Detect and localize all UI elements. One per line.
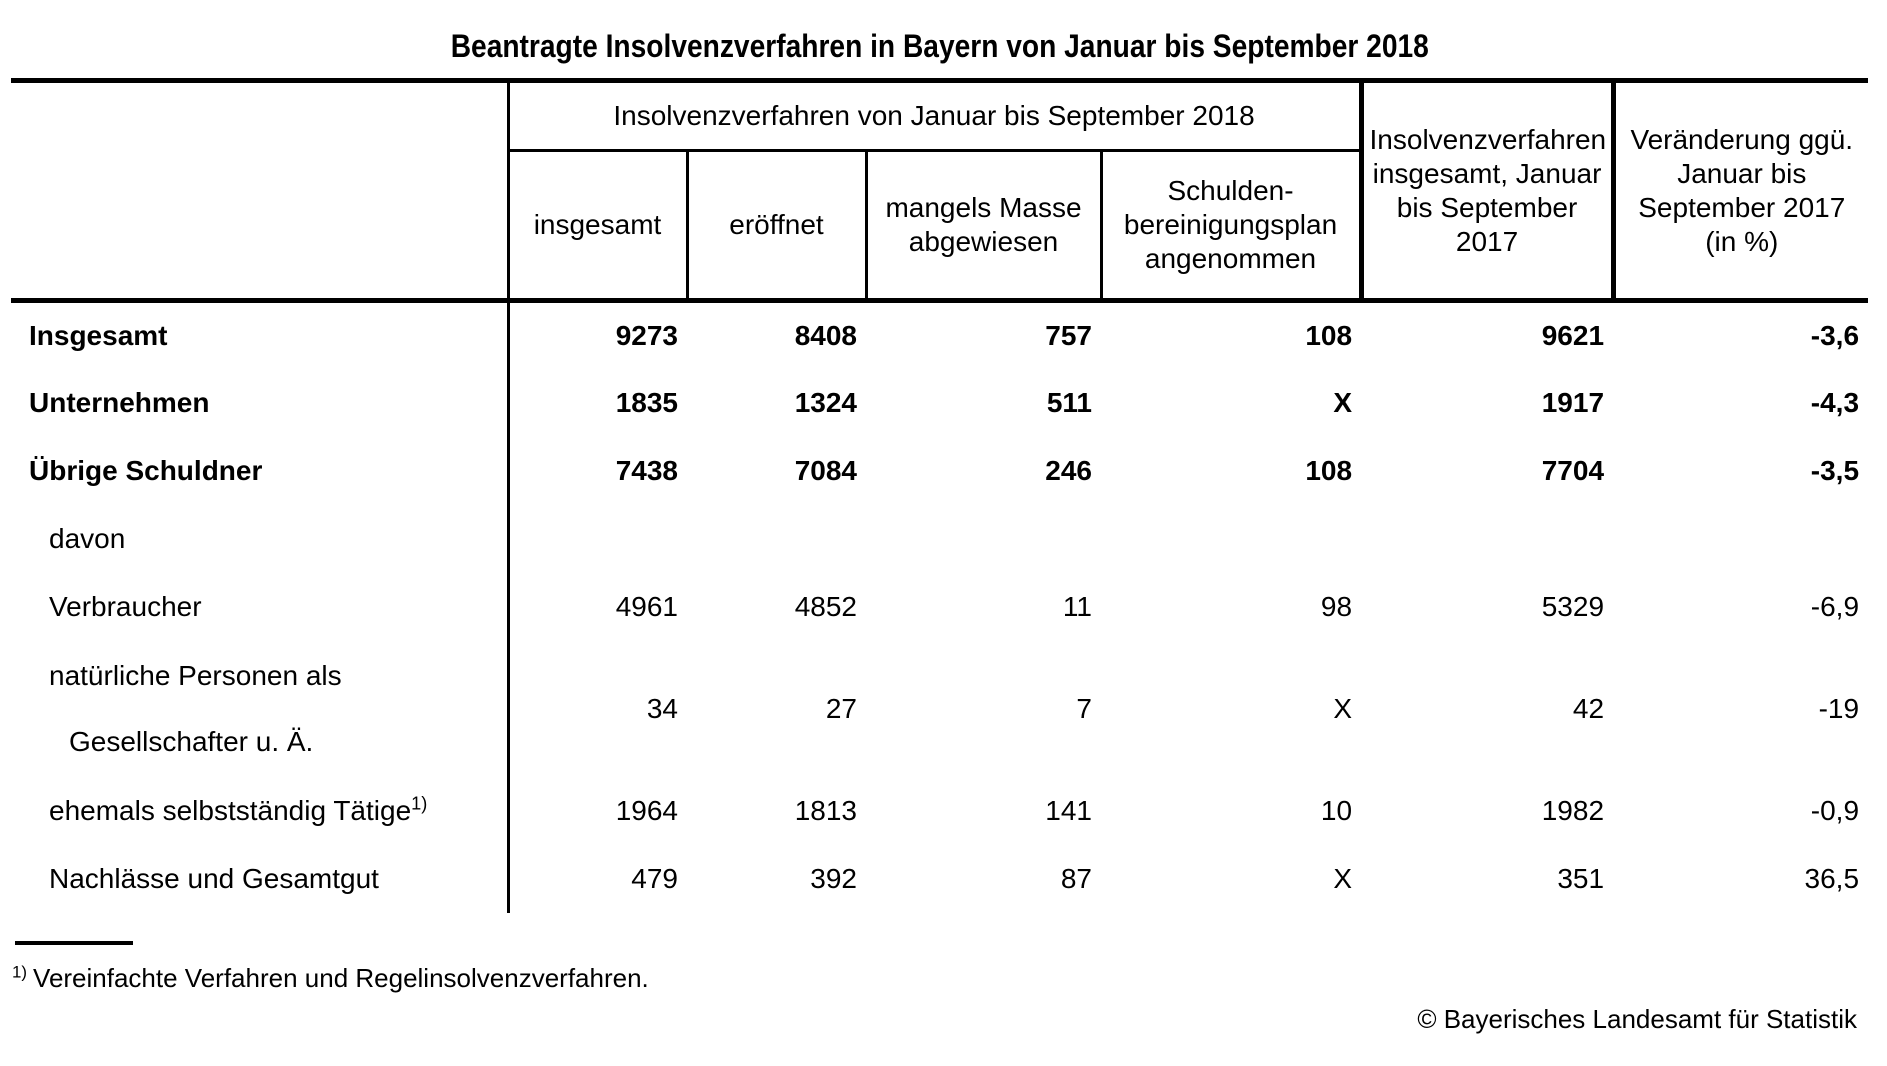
cell-value: 757	[1045, 319, 1092, 351]
row-label: Nachlässe und Gesamtgut	[11, 844, 510, 913]
page-title-text: Beantragte Insolvenzverfahren in Bayern …	[450, 28, 1429, 64]
header-row-group: Insolvenzverfahren von Januar bis Septem…	[11, 78, 1869, 303]
table-row-natuerliche-personen: natürliche Personen als Gesellschafter u…	[11, 640, 1868, 777]
cell-value: 392	[810, 862, 857, 894]
table-row-uebrige-schuldner: Übrige Schuldner 7438 7084 246 108 7704 …	[11, 436, 1868, 505]
cell-value: 87	[1060, 862, 1092, 894]
header-change-percent: Veränderung ggü. Januar bis September 20…	[1610, 78, 1869, 303]
row-label: Verbraucher	[11, 572, 510, 641]
cell-value: 246	[1045, 454, 1092, 486]
cell-value: 7084	[794, 454, 857, 486]
copyright-notice: © Bayerisches Landesamt für Statistik	[1417, 1004, 1857, 1034]
cell-value: -3,6	[1810, 319, 1860, 351]
cell-value	[508, 505, 687, 573]
cell-value: -0,9	[1810, 794, 1860, 826]
cell-value: 8408	[794, 319, 857, 351]
table-row-nachlaesse: Nachlässe und Gesamtgut 479 392 87 X 351…	[11, 844, 1868, 913]
cell-value: -19	[1818, 692, 1860, 724]
cell-value: 479	[631, 862, 678, 894]
row-label: davon	[11, 504, 510, 573]
cell-value: 1982	[1541, 794, 1605, 826]
row-label: Unternehmen	[11, 368, 510, 437]
cell-value: X	[1333, 862, 1353, 894]
footnote-text: Vereinfachte Verfahren und Regelinsolven…	[33, 963, 649, 993]
cell-value: 9621	[1541, 319, 1605, 351]
table-row-ehemals-selbststaendig: ehemals selbstständig Tätige1) 1964 1813…	[11, 776, 1868, 845]
table-row-insgesamt: Insgesamt 9273 8408 757 108 9621 -3,6	[11, 300, 1868, 369]
row-label-line2: Gesellschafter u. Ä.	[69, 725, 314, 757]
cell-value: 36,5	[1804, 862, 1860, 894]
row-label: ehemals selbstständig Tätige1)	[11, 776, 510, 845]
cell-value: 98	[1320, 590, 1353, 622]
header-eroeffnet: eröffnet	[687, 150, 868, 303]
cell-value: 351	[1557, 862, 1605, 894]
cell-value: -3,5	[1810, 454, 1860, 486]
row-label-line1: natürliche Personen als	[49, 659, 342, 691]
cell-value: 1835	[615, 386, 678, 418]
cell-value: 27	[825, 692, 857, 724]
page-title: Beantragte Insolvenzverfahren in Bayern …	[11, 29, 1868, 63]
footnote-marker: 1)	[411, 793, 428, 814]
cell-value	[1101, 505, 1361, 573]
cell-value: 141	[1045, 794, 1092, 826]
cell-value: 9273	[615, 319, 678, 351]
cell-value: 4852	[794, 590, 857, 622]
cell-value: 4961	[615, 590, 678, 622]
cell-value	[866, 505, 1101, 573]
cell-value: 108	[1305, 319, 1353, 351]
cell-value: 11	[1062, 590, 1092, 622]
header-schuldenbereinigungsplan: Schulden- bereinigungsplan angenommen	[1101, 150, 1362, 303]
header-row-sub: insgesamt eröffnet mangels Masse abgewie…	[11, 150, 1868, 303]
cell-value: 5329	[1541, 590, 1605, 622]
insolvency-table: Insolvenzverfahren von Januar bis Septem…	[11, 78, 1869, 913]
cell-value: -6,9	[1810, 590, 1860, 622]
header-mangels-masse: mangels Masse abgewiesen	[866, 150, 1103, 303]
header-group-2018: Insolvenzverfahren von Januar bis Septem…	[508, 78, 1362, 152]
footnote-marker: 1)	[12, 962, 28, 982]
cell-value: 1813	[794, 794, 857, 826]
footnote-separator	[15, 941, 133, 945]
cell-value: 108	[1305, 454, 1353, 486]
table-row-davon: davon	[11, 504, 1868, 573]
cell-value	[1361, 505, 1613, 573]
table-row-verbraucher: Verbraucher 4961 4852 11 98 5329 -6,9	[11, 572, 1868, 641]
cell-value	[687, 505, 866, 573]
cell-value: 1917	[1541, 386, 1605, 418]
cell-value: X	[1333, 692, 1353, 724]
row-label-text: ehemals selbstständig Tätige	[49, 794, 412, 826]
cell-value: 42	[1572, 692, 1605, 724]
cell-value	[1613, 505, 1868, 573]
cell-value: X	[1333, 386, 1353, 418]
cell-value: 7	[1076, 692, 1092, 724]
header-insgesamt: insgesamt	[508, 150, 689, 303]
cell-value: 7704	[1541, 454, 1605, 486]
header-empty-cell	[11, 78, 510, 303]
cell-value: 1324	[794, 386, 857, 418]
cell-value: 7438	[615, 454, 678, 486]
row-label: Insgesamt	[11, 300, 510, 369]
row-label: Übrige Schuldner	[11, 436, 510, 505]
cell-value: 34	[646, 692, 678, 724]
cell-value: 10	[1320, 794, 1353, 826]
table-row-unternehmen: Unternehmen 1835 1324 511 X 1917 -4,3	[11, 368, 1868, 437]
footnote: 1) Vereinfachte Verfahren und Regelinsolv…	[12, 963, 649, 993]
row-label: natürliche Personen als Gesellschafter u…	[11, 640, 510, 777]
cell-value: -4,3	[1810, 386, 1860, 418]
cell-value: 1964	[615, 794, 678, 826]
cell-value: 511	[1046, 386, 1092, 418]
header-total-2017: Insolvenzverfahren insgesamt, Januar bis…	[1358, 78, 1614, 303]
